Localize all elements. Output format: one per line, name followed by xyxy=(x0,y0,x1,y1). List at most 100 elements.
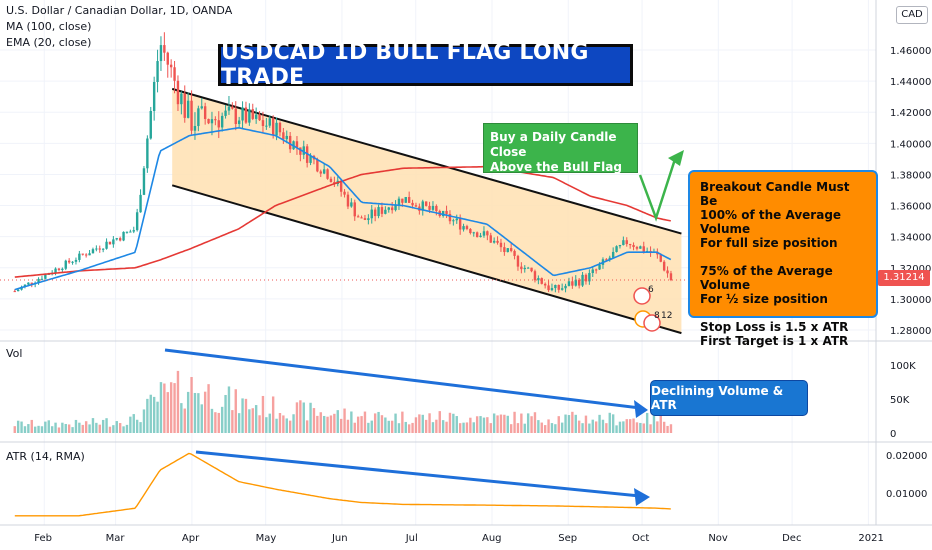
volume-bar xyxy=(159,382,163,433)
candle-body xyxy=(197,108,200,127)
volume-bar xyxy=(401,411,404,433)
volume-bar xyxy=(431,422,435,433)
candle-body xyxy=(543,283,547,286)
volume-bar xyxy=(57,427,61,433)
candle-body xyxy=(231,106,234,109)
indicator-ema-label[interactable]: EMA (20, close) xyxy=(6,36,92,49)
candle-body xyxy=(319,171,322,174)
candle-body xyxy=(61,268,64,270)
volume-bar xyxy=(475,416,479,433)
volume-bar xyxy=(356,416,360,433)
candle-body xyxy=(530,267,533,272)
candle-body xyxy=(224,110,227,116)
candle-body xyxy=(84,254,88,256)
candle-body xyxy=(146,138,149,169)
flag-upper-trendline[interactable] xyxy=(171,87,682,235)
candle-body xyxy=(404,197,407,203)
candle-body xyxy=(513,250,516,256)
currency-button[interactable]: CAD xyxy=(896,6,928,24)
volume-bar xyxy=(397,423,401,433)
candle-body xyxy=(577,279,581,286)
candle-body xyxy=(220,115,224,128)
volume-bar xyxy=(203,391,207,433)
atr-tick-label: 0.01000 xyxy=(886,489,927,500)
candle-body xyxy=(618,245,622,247)
volume-bar xyxy=(567,415,571,433)
volume-bar xyxy=(530,416,533,433)
candle-body xyxy=(520,266,523,270)
candle-body xyxy=(469,228,472,234)
time-tick-label: Feb xyxy=(34,533,52,544)
volume-bar xyxy=(146,398,149,433)
buy-callout-line: Buy a Daily Candle Close xyxy=(490,130,617,159)
volume-bar xyxy=(496,415,499,433)
volume-bar xyxy=(105,418,108,433)
candle-body xyxy=(40,278,44,280)
event-badge-count: 8 xyxy=(654,311,660,321)
candle-body xyxy=(557,284,560,290)
volume-bar xyxy=(462,422,465,433)
time-tick-label: Aug xyxy=(482,533,502,544)
volume-bar xyxy=(231,410,234,433)
volume-bar xyxy=(193,392,197,433)
volume-bar xyxy=(513,411,516,433)
candle-body xyxy=(112,239,115,245)
volume-bar xyxy=(156,401,159,433)
candlestick-series xyxy=(13,32,673,293)
volume-bar xyxy=(560,422,564,433)
atr-axis: 0.02000 0.01000 xyxy=(886,451,927,500)
candle-body xyxy=(54,268,57,273)
volume-bar xyxy=(197,393,200,433)
event-badge-circle[interactable] xyxy=(633,287,651,305)
volume-bar xyxy=(370,420,373,433)
time-tick-label: Sep xyxy=(558,533,577,544)
candle-body xyxy=(129,231,132,233)
volume-bar xyxy=(554,424,557,433)
atr-line xyxy=(14,452,671,517)
volume-bar xyxy=(220,406,224,433)
volume-bar xyxy=(390,420,394,433)
volume-bar xyxy=(33,426,37,433)
candle-body xyxy=(295,141,299,148)
indicator-ma-label[interactable]: MA (100, close) xyxy=(6,20,92,33)
candle-body xyxy=(390,207,394,211)
volume-bar xyxy=(564,414,567,433)
candle-body xyxy=(611,251,615,258)
candle-body xyxy=(407,197,411,203)
candle-body xyxy=(387,207,390,210)
candle-body xyxy=(288,135,292,150)
volume-bar xyxy=(577,420,581,433)
volume-bar xyxy=(129,416,132,433)
candle-body xyxy=(414,205,418,207)
candle-body xyxy=(132,230,135,232)
candle-body xyxy=(506,248,509,253)
candle-body xyxy=(169,64,173,68)
volume-bar xyxy=(98,424,101,433)
volume-bar xyxy=(254,405,258,433)
flag-lower-trendline[interactable] xyxy=(171,184,682,335)
volume-bar xyxy=(183,408,186,433)
volume-bar xyxy=(152,396,156,433)
price-tick-label: 1.28000 xyxy=(890,326,931,337)
candle-body xyxy=(360,217,363,219)
candle-body xyxy=(285,135,288,140)
volume-bar xyxy=(465,422,469,433)
candle-body xyxy=(588,273,591,282)
price-axis: 1.46000 1.44000 1.42000 1.40000 1.38000 1.360… xyxy=(890,46,931,337)
rules-line: Breakout Candle Must Be xyxy=(700,180,850,208)
candle-body xyxy=(217,120,220,128)
volume-bar xyxy=(632,418,635,433)
candle-body xyxy=(605,259,608,261)
volume-bar xyxy=(656,421,659,433)
candle-body xyxy=(13,291,16,293)
volume-bar xyxy=(591,419,594,433)
volume-bar xyxy=(384,417,387,433)
candle-body xyxy=(156,61,159,82)
candle-body xyxy=(401,198,404,203)
candle-body xyxy=(44,274,47,279)
volume-bar xyxy=(435,419,438,433)
volume-bar xyxy=(380,415,384,433)
candle-body xyxy=(95,248,98,250)
event-badge-circle[interactable] xyxy=(643,314,661,332)
